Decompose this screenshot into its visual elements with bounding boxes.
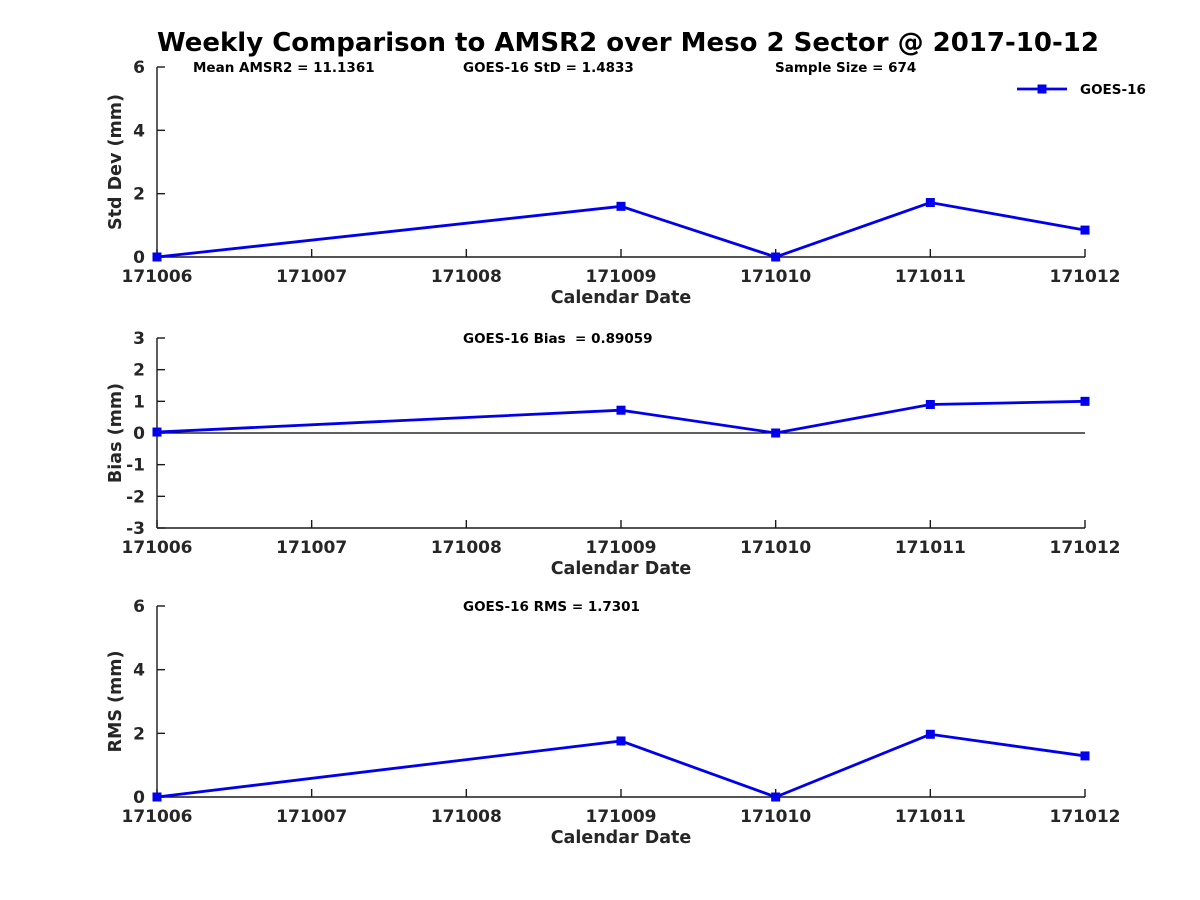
data-marker (152, 792, 162, 802)
x-tick-label: 171006 (122, 807, 193, 827)
x-tick-label: 171007 (276, 807, 347, 827)
data-marker (1080, 225, 1090, 235)
y-tick-label: 0 (133, 248, 145, 268)
legend-label: GOES-16 (1080, 82, 1146, 98)
x-tick-label: 171010 (740, 807, 811, 827)
y-tick-label: 0 (133, 788, 145, 808)
data-marker (925, 198, 935, 208)
x-axis-title: Calendar Date (551, 828, 692, 848)
data-marker (925, 400, 935, 409)
data-marker (616, 201, 626, 211)
y-tick-label: 6 (133, 58, 145, 78)
y-tick-label: 4 (133, 121, 145, 141)
data-marker (1080, 751, 1090, 761)
x-tick-label: 171006 (122, 538, 193, 558)
y-tick-label: 2 (133, 361, 145, 381)
data-marker (1080, 396, 1090, 406)
annotation-rms: GOES-16 RMS = 1.7301 (463, 599, 640, 615)
annotation-bias: GOES-16 Bias = 0.89059 (463, 331, 653, 347)
legend-marker-sample (1037, 84, 1047, 94)
figure-title: Weekly Comparison to AMSR2 over Meso 2 S… (157, 28, 1099, 58)
x-tick-label: 171006 (122, 267, 193, 287)
y-tick-label: 6 (133, 597, 145, 617)
x-tick-label: 171012 (1050, 538, 1121, 558)
x-axis-title: Calendar Date (551, 559, 692, 579)
y-axis-title: Std Dev (mm) (106, 94, 126, 230)
y-axis-title: RMS (mm) (106, 650, 126, 752)
y-tick-label: -2 (126, 487, 145, 507)
data-marker (771, 428, 781, 438)
x-tick-label: 171011 (895, 538, 966, 558)
x-tick-label: 171010 (740, 538, 811, 558)
legend: GOES-16 (1017, 82, 1146, 98)
x-tick-label: 171008 (431, 807, 502, 827)
subplot-std-dev: 0 2 4 6 171006 171007 171008 171009 171010 171011… (106, 58, 1146, 308)
y-tick-label: -3 (126, 519, 145, 539)
data-marker (925, 729, 935, 739)
data-marker (152, 427, 162, 437)
y-axis-title: Bias (mm) (106, 383, 126, 483)
y-tick-label: 2 (133, 185, 145, 205)
x-tick-label: 171007 (276, 267, 347, 287)
x-tick-label: 171009 (586, 267, 657, 287)
y-tick-label: 4 (133, 661, 145, 681)
y-tick-label: 3 (133, 329, 145, 349)
x-tick-label: 171012 (1050, 267, 1121, 287)
data-marker (616, 405, 626, 415)
x-tick-label: 171011 (895, 807, 966, 827)
x-tick-label: 171011 (895, 267, 966, 287)
annotation-std-dev: Sample Size = 674 (775, 60, 916, 76)
x-tick-label: 171008 (431, 538, 502, 558)
subplot-bias: -3 -2 -1 0 1 2 3 171006 171007 171008 171009 171010… (106, 329, 1120, 579)
y-tick-label: 0 (133, 424, 145, 444)
data-marker (152, 252, 162, 262)
x-tick-label: 171009 (586, 538, 657, 558)
data-marker (771, 792, 781, 802)
x-tick-label: 171008 (431, 267, 502, 287)
y-tick-label: -1 (126, 456, 145, 476)
x-tick-label: 171010 (740, 267, 811, 287)
annotation-std-dev: Mean AMSR2 = 11.1361 (193, 60, 375, 76)
x-tick-label: 171009 (586, 807, 657, 827)
x-tick-label: 171007 (276, 538, 347, 558)
data-marker (771, 252, 781, 262)
data-marker (616, 736, 626, 746)
x-tick-label: 171012 (1050, 807, 1121, 827)
y-tick-label: 2 (133, 724, 145, 744)
y-tick-label: 1 (133, 392, 145, 412)
subplot-rms: 0 2 4 6 171006 171007 171008 171009 171010 171011… (106, 597, 1120, 848)
x-axis-title: Calendar Date (551, 288, 692, 308)
annotation-std-dev: GOES-16 StD = 1.4833 (463, 60, 634, 76)
